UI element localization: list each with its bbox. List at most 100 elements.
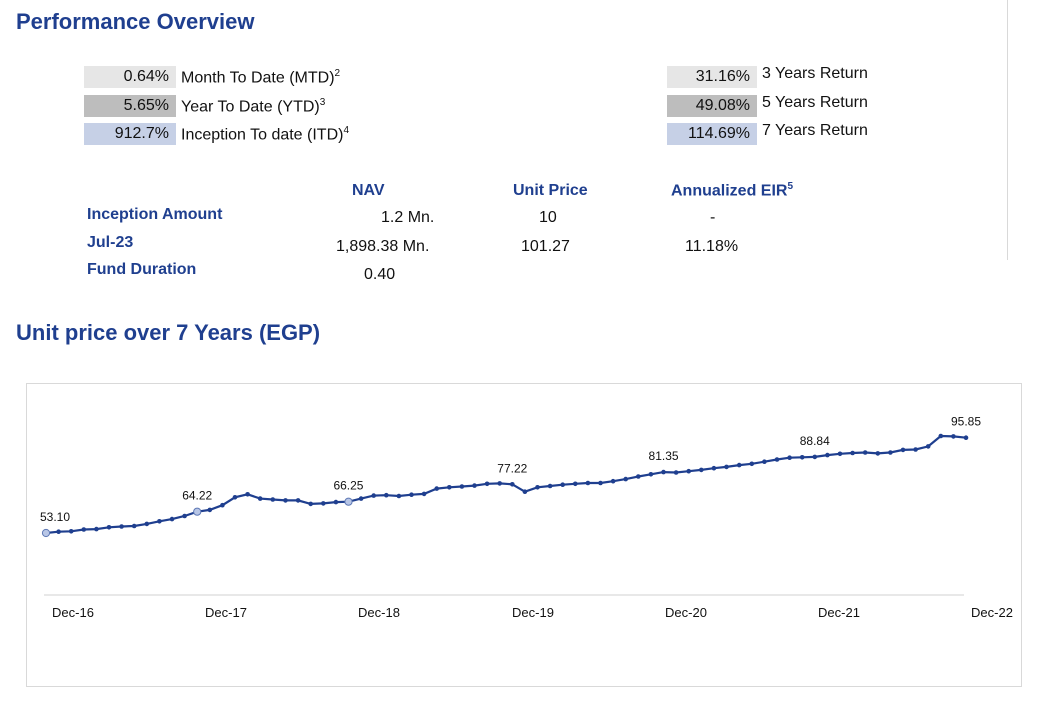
header-annualized-eir: Annualized EIR5 xyxy=(671,181,793,200)
data-point xyxy=(812,454,818,460)
return-label-left-2: Inception To date (ITD)4 xyxy=(181,125,349,144)
data-point xyxy=(321,501,326,506)
data-point xyxy=(951,434,956,439)
data-point xyxy=(81,527,87,532)
data-point xyxy=(220,502,225,508)
data-point xyxy=(232,495,238,500)
return-label-text: Inception To date (ITD) xyxy=(181,126,344,144)
return-label-right-2: 7 Years Return xyxy=(762,122,868,139)
data-label: 64.22 xyxy=(182,489,212,503)
header-unit-price: Unit Price xyxy=(513,182,588,199)
data-point xyxy=(497,481,503,486)
cell-jul23-eir: 11.18% xyxy=(685,238,739,255)
cell-inception-eir: - xyxy=(710,209,716,226)
data-point xyxy=(472,483,477,488)
return-label-note: 3 xyxy=(319,97,326,108)
data-point xyxy=(699,467,704,473)
data-point xyxy=(535,485,540,490)
data-point xyxy=(56,529,61,534)
data-point xyxy=(661,469,666,475)
return-value-left-0: 0.64% xyxy=(84,66,176,88)
data-point xyxy=(547,483,553,489)
data-point xyxy=(68,529,74,534)
data-point xyxy=(585,480,591,486)
data-point xyxy=(573,481,578,487)
return-label-note: 2 xyxy=(334,68,341,79)
data-point xyxy=(925,444,931,449)
data-label: 88.84 xyxy=(800,434,830,448)
data-point xyxy=(308,501,314,507)
return-value-right-1: 49.08% xyxy=(667,95,757,117)
x-tick-label: Dec-21 xyxy=(818,605,860,620)
data-point xyxy=(257,496,263,501)
data-point xyxy=(371,493,377,498)
data-point xyxy=(736,462,742,468)
data-point xyxy=(358,496,364,501)
data-point xyxy=(344,497,353,506)
return-value-left-2: 912.7% xyxy=(84,123,176,145)
data-point xyxy=(510,482,515,487)
data-point xyxy=(283,498,288,503)
data-label: 95.85 xyxy=(951,415,981,429)
data-point xyxy=(421,491,427,497)
data-point xyxy=(119,524,124,529)
data-point xyxy=(888,450,893,455)
row-label-fund-duration: Fund Duration xyxy=(87,261,197,278)
data-point xyxy=(862,450,868,455)
data-point xyxy=(157,519,162,524)
chart-frame: Dec-16 Dec-17 Dec-18 Dec-19 Dec-20 Dec-21 Dec-… xyxy=(26,383,1022,687)
x-tick-label: Dec-17 xyxy=(205,605,247,620)
return-label-right-1: 5 Years Return xyxy=(762,94,868,111)
data-point xyxy=(686,468,691,474)
return-value-right-2: 114.69% xyxy=(667,123,757,145)
cell-jul23-nav: 1,898.38 Mn. xyxy=(336,238,430,255)
data-point xyxy=(193,507,202,516)
data-point xyxy=(560,482,565,487)
x-tick-label: Dec-18 xyxy=(358,605,400,620)
data-point xyxy=(724,464,729,470)
return-value-left-1: 5.65% xyxy=(84,95,176,117)
data-point xyxy=(900,447,906,453)
data-point xyxy=(245,492,250,497)
data-point xyxy=(799,455,805,460)
data-point xyxy=(648,472,654,477)
data-point xyxy=(711,465,717,471)
data-point xyxy=(131,523,137,529)
vertical-divider xyxy=(1007,0,1008,260)
data-point xyxy=(837,451,843,457)
data-point xyxy=(762,459,767,464)
performance-title: Performance Overview xyxy=(16,9,255,34)
data-point xyxy=(774,457,780,462)
data-point xyxy=(636,474,641,479)
data-point xyxy=(144,521,150,527)
return-label-note: 4 xyxy=(343,125,350,136)
data-label: 77.22 xyxy=(497,461,527,475)
return-label-right-0: 3 Years Return xyxy=(762,65,868,82)
data-point xyxy=(333,499,339,505)
x-tick-label: Dec-22 xyxy=(971,605,1013,620)
data-point xyxy=(673,470,679,475)
data-point xyxy=(610,478,616,484)
data-point xyxy=(207,507,213,513)
data-point xyxy=(396,493,402,499)
data-point xyxy=(522,489,528,494)
data-point xyxy=(787,455,792,460)
data-point xyxy=(94,526,99,532)
data-label: 81.35 xyxy=(649,449,679,463)
unit-price-chart: Dec-16 Dec-17 Dec-18 Dec-19 Dec-20 Dec-21 Dec-… xyxy=(40,415,1013,620)
row-label-jul23: Jul-23 xyxy=(87,234,134,251)
return-label-text: Month To Date (MTD) xyxy=(181,69,335,87)
data-point xyxy=(749,461,755,467)
x-tick-label: Dec-19 xyxy=(512,605,554,620)
data-point xyxy=(447,485,452,490)
data-point xyxy=(384,492,389,498)
data-point xyxy=(182,513,187,519)
return-label-left-0: Month To Date (MTD)2 xyxy=(181,68,340,87)
unit-price-title: Unit price over 7 Years (EGP) xyxy=(16,320,321,345)
data-point xyxy=(106,525,112,530)
data-point xyxy=(484,481,490,487)
cell-jul23-unit-price: 101.27 xyxy=(521,238,570,255)
data-point xyxy=(459,484,465,489)
data-point xyxy=(875,451,881,456)
cell-inception-nav: 1.2 Mn. xyxy=(381,209,435,226)
